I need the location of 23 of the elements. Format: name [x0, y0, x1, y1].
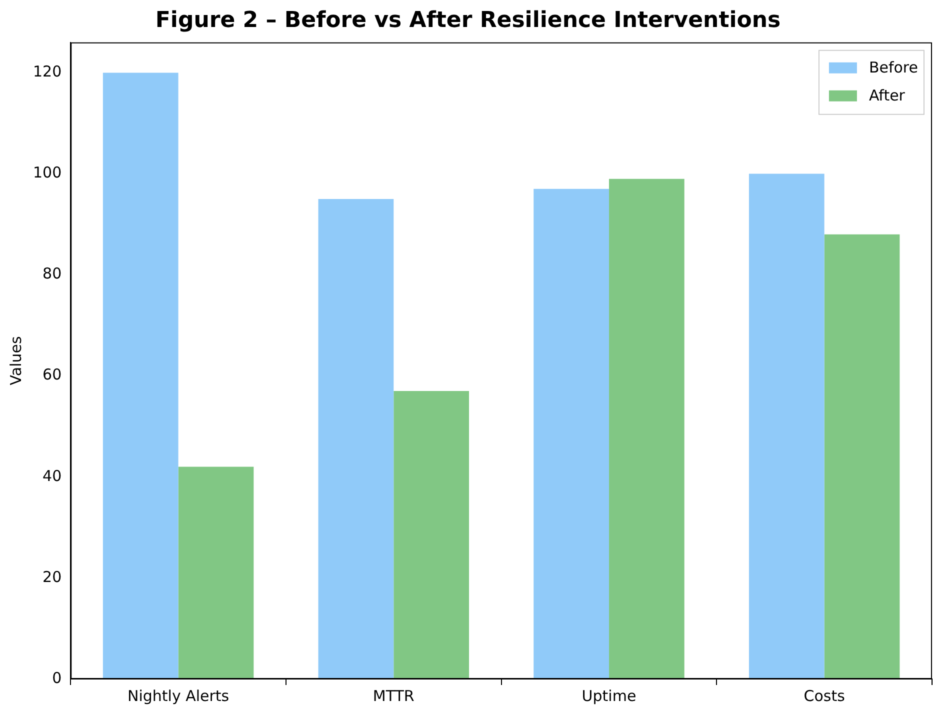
- y-tick-label: 100: [32, 164, 62, 182]
- bar: [608, 178, 684, 679]
- legend-label: Before: [868, 58, 918, 76]
- y-tick-label: 120: [32, 62, 62, 81]
- x-tick-label: Nightly Alerts: [127, 686, 230, 705]
- y-tick-label: 0: [52, 668, 62, 687]
- chart-title: Figure 2 – Before vs After Resilience Interventions: [155, 8, 781, 33]
- bar: [534, 188, 609, 679]
- x-tick-label: Uptime: [582, 686, 636, 705]
- bar: [178, 466, 254, 679]
- bar: [394, 391, 470, 679]
- y-tick-label: 60: [42, 366, 62, 384]
- y-tick-label: 20: [42, 568, 62, 586]
- bar: [318, 199, 394, 679]
- y-axis-title: Values: [6, 336, 25, 386]
- legend-label: After: [868, 86, 906, 104]
- y-tick-label: 80: [42, 264, 62, 283]
- x-tick-label: MTTR: [372, 686, 414, 705]
- y-tick-label: 40: [42, 466, 62, 485]
- bar: [102, 72, 178, 679]
- x-tick-label: Costs: [804, 686, 846, 705]
- bar: [824, 234, 900, 679]
- bar: [748, 174, 824, 679]
